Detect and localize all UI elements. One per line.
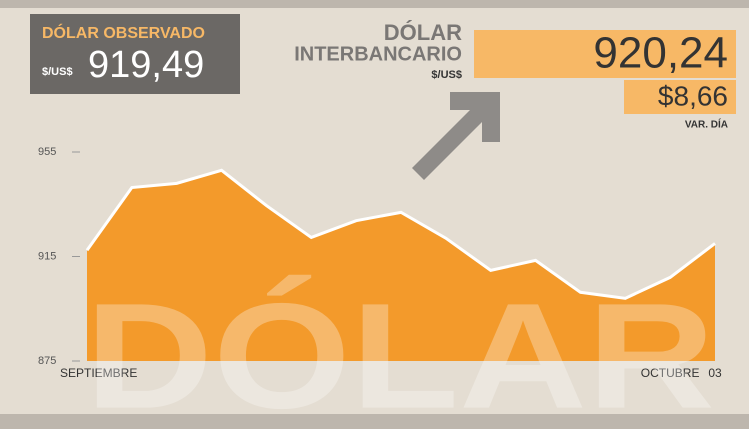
observed-value: 919,49 <box>88 44 204 86</box>
interbank-title: DÓLAR <box>384 20 462 45</box>
interbank-unit: $/US$ <box>431 69 462 81</box>
chart: DÓLAR OBSERVADO $/US$ 919,49 DÓLAR INTER… <box>0 0 749 429</box>
interbank-value: 920,24 <box>593 29 728 78</box>
interbank-title: INTERBANCARIO <box>294 43 462 65</box>
change-label: VAR. DÍA <box>685 118 728 131</box>
observed-unit: $/US$ <box>42 66 73 78</box>
y-tick-label: 875 <box>38 355 56 367</box>
top-strip <box>0 0 749 8</box>
observed-title: DÓLAR OBSERVADO <box>42 23 205 42</box>
change-value: $8,66 <box>658 80 728 111</box>
y-tick-label: 955 <box>38 146 56 158</box>
watermark: DÓLAR <box>85 272 715 429</box>
y-tick-label: 915 <box>38 250 56 262</box>
